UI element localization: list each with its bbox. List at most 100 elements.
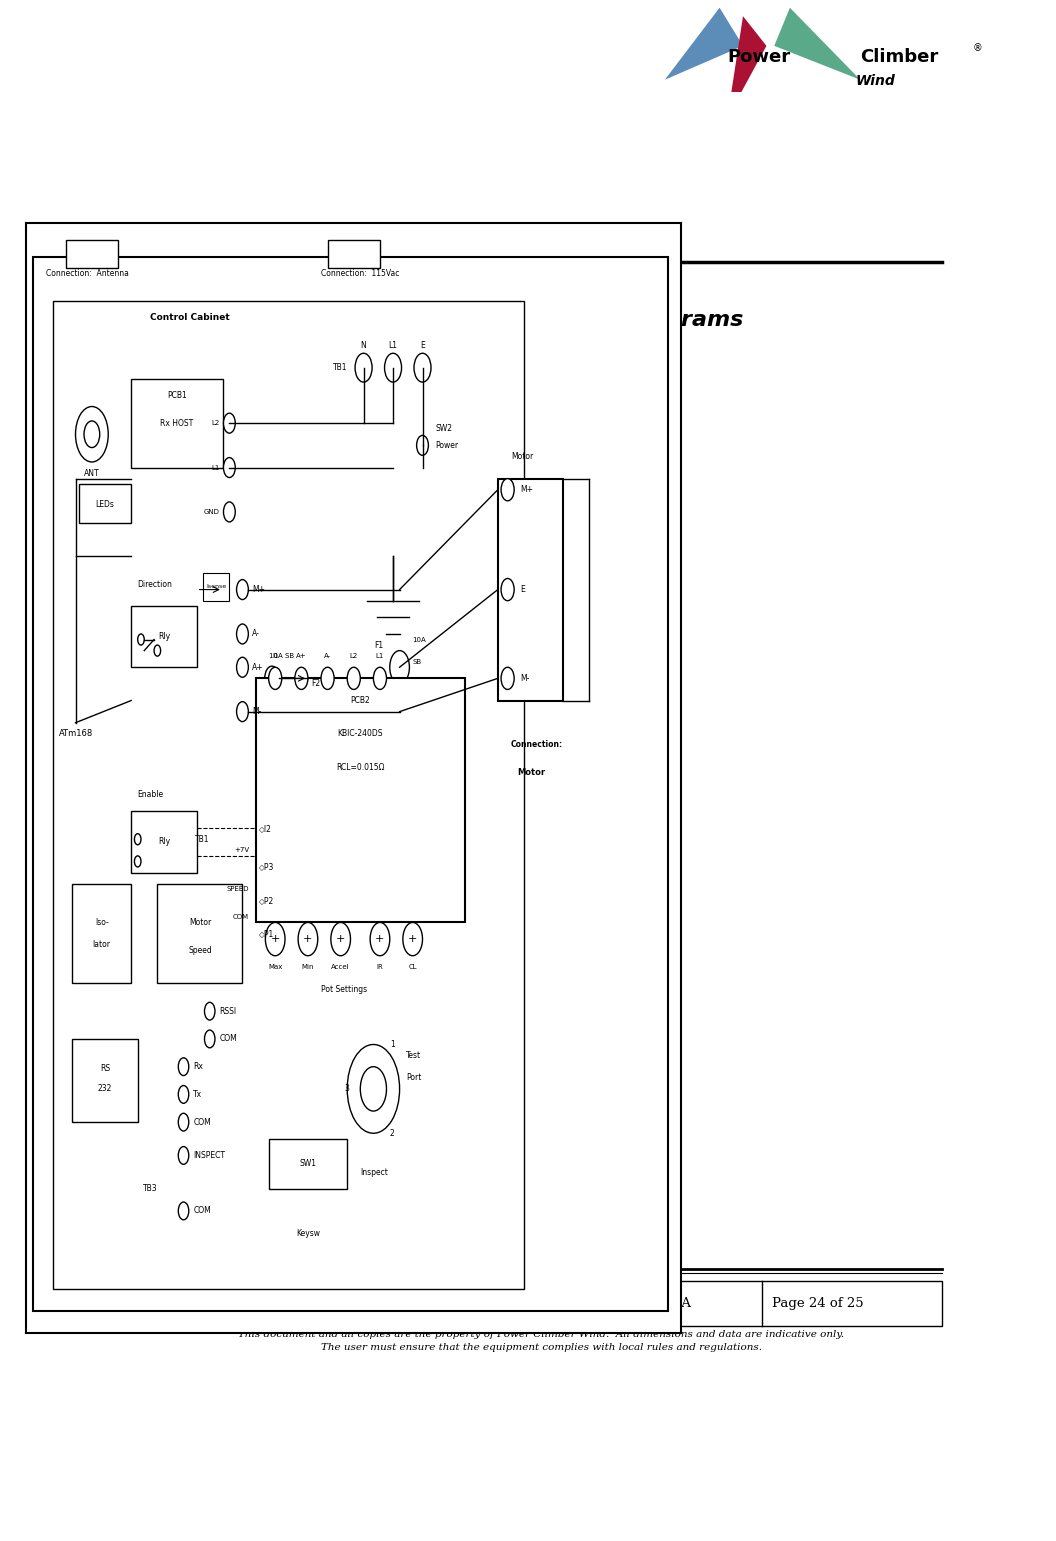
Text: Port: Port [407, 1073, 421, 1082]
Circle shape [178, 1057, 189, 1076]
Bar [53, 300, 524, 1288]
Text: PCB1: PCB1 [167, 391, 187, 401]
Bar [131, 812, 196, 872]
Text: Climber: Climber [861, 48, 939, 66]
Text: COM: COM [193, 1207, 211, 1216]
Text: I1: I1 [272, 653, 279, 660]
Text: Wind: Wind [856, 74, 895, 88]
Bar [79, 484, 131, 522]
Text: Motor: Motor [511, 452, 533, 461]
Circle shape [205, 1002, 215, 1020]
Circle shape [374, 667, 386, 689]
Circle shape [268, 667, 282, 689]
Bar [268, 1139, 347, 1188]
Text: Direction: Direction [137, 579, 172, 589]
Text: +: + [375, 934, 384, 945]
Text: IR: IR [377, 963, 383, 969]
Text: +: + [408, 934, 417, 945]
Text: RS: RS [100, 1065, 110, 1074]
Text: F2: F2 [312, 680, 320, 689]
Bar [140, 1281, 942, 1327]
Text: TB1: TB1 [333, 364, 347, 373]
Text: A+: A+ [296, 653, 306, 660]
Circle shape [403, 923, 422, 955]
Circle shape [321, 667, 334, 689]
Text: Control Cabinet: Control Cabinet [150, 313, 230, 322]
Circle shape [355, 353, 372, 382]
Bar [131, 606, 196, 667]
Text: Tx: Tx [193, 1089, 203, 1099]
Circle shape [154, 646, 161, 656]
Circle shape [370, 923, 390, 955]
Bar [497, 479, 563, 701]
Text: Min: Min [302, 963, 315, 969]
Text: lator: lator [93, 940, 111, 949]
Text: E: E [420, 341, 425, 350]
Polygon shape [774, 8, 861, 80]
Text: M+: M+ [252, 586, 265, 595]
Text: +: + [336, 934, 345, 945]
Circle shape [178, 1113, 189, 1131]
Circle shape [331, 923, 351, 955]
Circle shape [224, 413, 235, 433]
Text: 3: 3 [344, 1085, 348, 1094]
Circle shape [178, 1202, 189, 1220]
Text: This document and all copies are the property of Power Climber Wind.  All dimens: This document and all copies are the pro… [239, 1330, 844, 1339]
Text: M-: M- [252, 707, 262, 717]
Text: Enable: Enable [137, 791, 164, 800]
Text: Connection:: Connection: [511, 740, 563, 749]
Text: RSSI: RSSI [220, 1006, 237, 1016]
Circle shape [134, 855, 142, 868]
Text: Accel: Accel [332, 963, 350, 969]
Circle shape [502, 578, 514, 601]
Polygon shape [728, 17, 767, 119]
Text: N: N [361, 341, 366, 350]
Circle shape [237, 579, 248, 599]
Text: ◇I2: ◇I2 [259, 823, 271, 832]
Bar [256, 678, 465, 923]
Text: Motor: Motor [517, 767, 546, 777]
Text: ®: ® [973, 43, 982, 54]
Bar [131, 379, 223, 467]
Text: M+: M+ [521, 485, 533, 495]
Text: A-: A- [324, 653, 332, 660]
Text: +: + [303, 934, 313, 945]
Circle shape [360, 1066, 386, 1111]
Text: 2: 2 [390, 1128, 395, 1137]
Circle shape [347, 667, 360, 689]
Circle shape [237, 624, 248, 644]
Bar [65, 240, 118, 268]
Text: Speed: Speed [188, 946, 212, 955]
Text: A-: A- [252, 629, 260, 638]
Circle shape [295, 667, 308, 689]
Text: ATm168: ATm168 [59, 729, 93, 738]
Circle shape [224, 502, 235, 522]
Text: COM: COM [220, 1034, 238, 1043]
Circle shape [390, 650, 410, 684]
Text: Connection:  115Vac: Connection: 115Vac [321, 268, 399, 277]
Circle shape [76, 407, 109, 462]
Text: Rx: Rx [193, 1062, 203, 1071]
Text: L1: L1 [389, 341, 397, 350]
Text: COM: COM [233, 914, 249, 920]
Text: Pot Settings: Pot Settings [321, 985, 367, 994]
Text: The user must ensure that the equipment complies with local rules and regulation: The user must ensure that the equipment … [321, 1344, 761, 1353]
Circle shape [502, 667, 514, 689]
Text: F1: F1 [374, 641, 383, 650]
Circle shape [224, 458, 235, 478]
Text: Test: Test [407, 1051, 421, 1060]
Text: Isense: Isense [206, 584, 226, 589]
Text: Rly: Rly [157, 632, 170, 641]
Text: Revision: A: Revision: A [617, 1298, 692, 1310]
Text: 10A: 10A [413, 636, 427, 643]
Bar [72, 883, 131, 983]
Text: SB: SB [413, 658, 421, 664]
Text: Power: Power [728, 48, 790, 66]
Text: M-: M- [521, 673, 530, 683]
Text: 232: 232 [98, 1085, 112, 1094]
Text: Max: Max [268, 963, 282, 969]
Circle shape [84, 421, 99, 447]
Text: Reference: 702991-1: Reference: 702991-1 [150, 1298, 290, 1310]
Circle shape [384, 353, 401, 382]
Text: TB1: TB1 [195, 835, 210, 844]
